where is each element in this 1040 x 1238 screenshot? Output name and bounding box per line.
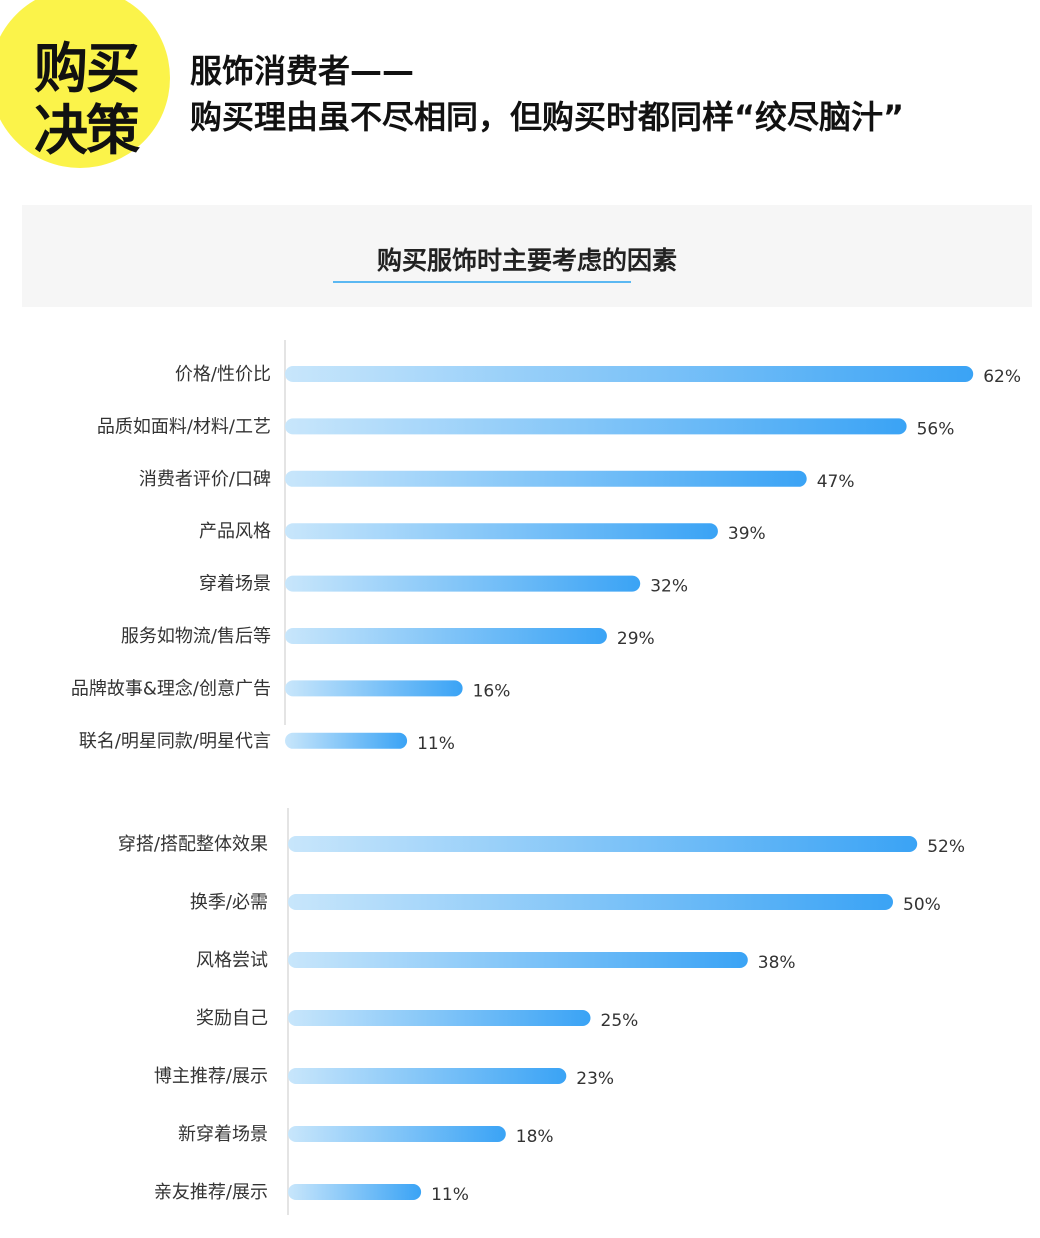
category-label: 博主推荐/展示	[154, 1066, 268, 1087]
headline: 服饰消费者—— 购买理由虽不尽相同，但购买时都同样“绞尽脑汁”	[190, 48, 904, 140]
value-label: 29%	[617, 629, 655, 649]
category-label: 穿着场景	[199, 574, 271, 595]
category-label: 风格尝试	[196, 950, 268, 971]
bar	[285, 470, 807, 487]
category-label: 价格/性价比	[175, 364, 271, 385]
value-label: 56%	[917, 419, 955, 439]
bar	[285, 628, 607, 644]
badge-line-1: 购买	[34, 37, 140, 100]
category-label: 亲友推荐/展示	[154, 1182, 268, 1203]
category-label: 新穿着场景	[178, 1124, 268, 1145]
category-label: 品质如面料/材料/工艺	[97, 416, 271, 437]
category-label: 联名/明星同款/明星代言	[79, 731, 271, 752]
chart-header: 购买服饰时主要考虑的因素	[22, 205, 1032, 307]
value-label: 11%	[431, 1185, 469, 1205]
bar	[285, 366, 974, 382]
badge-text: 购买 决策	[34, 38, 154, 162]
headline-line-1: 服饰消费者——	[190, 52, 415, 90]
badge-circle	[0, 0, 170, 168]
value-label: 38%	[758, 953, 796, 973]
bar	[288, 1010, 591, 1026]
bar	[285, 680, 463, 697]
category-label: 穿搭/搭配整体效果	[118, 834, 268, 855]
category-label: 产品风格	[199, 521, 271, 542]
bar	[288, 1126, 506, 1142]
value-label: 47%	[817, 472, 855, 492]
bar	[288, 1184, 422, 1200]
bar	[285, 523, 718, 540]
bar	[285, 418, 907, 435]
bar	[288, 1068, 567, 1084]
value-label: 16%	[473, 681, 511, 701]
bar	[288, 952, 748, 968]
category-label: 消费者评价/口碑	[139, 469, 271, 490]
category-label: 换季/必需	[190, 892, 268, 913]
bar	[285, 575, 641, 592]
badge-line-2: 决策	[34, 99, 140, 162]
title-underline	[333, 281, 631, 283]
value-label: 50%	[903, 895, 941, 915]
bar	[288, 836, 918, 852]
chart-title: 购买服饰时主要考虑的因素	[376, 246, 677, 275]
category-label: 奖励自己	[196, 1008, 268, 1029]
category-label: 服务如物流/售后等	[121, 626, 271, 647]
value-label: 23%	[576, 1069, 614, 1089]
value-label: 52%	[927, 837, 965, 857]
headline-line-2: 购买理由虽不尽相同，但购买时都同样“绞尽脑汁”	[190, 98, 905, 136]
bar	[285, 732, 408, 749]
value-label: 11%	[417, 734, 455, 754]
value-label: 62%	[983, 367, 1021, 387]
category-label: 品牌故事&理念/创意广告	[71, 677, 271, 699]
value-label: 25%	[601, 1011, 639, 1031]
value-label: 32%	[650, 577, 688, 597]
value-label: 18%	[516, 1127, 554, 1147]
bar	[288, 894, 893, 910]
value-label: 39%	[728, 524, 766, 544]
